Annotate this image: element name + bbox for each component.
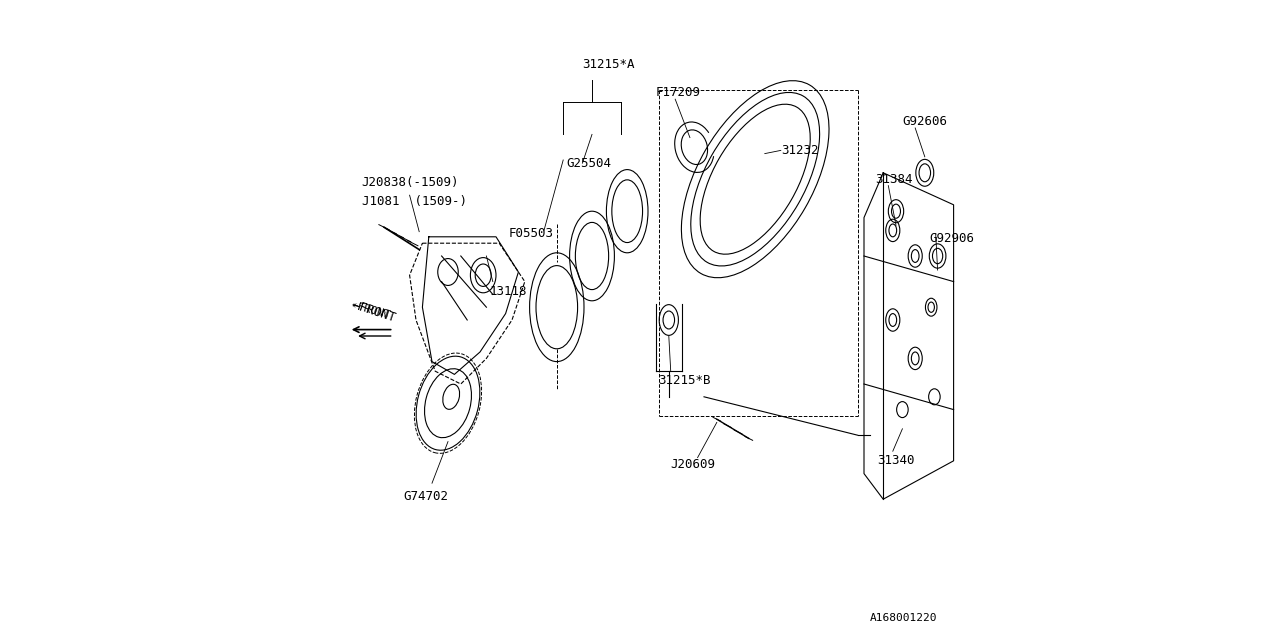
Text: J20838(-1509): J20838(-1509) [362, 176, 460, 189]
Text: A168001220: A168001220 [870, 612, 937, 623]
Text: 31215*B: 31215*B [658, 374, 710, 387]
Text: G74702: G74702 [403, 490, 448, 502]
Text: F05503: F05503 [508, 227, 554, 240]
Text: J20609: J20609 [671, 458, 716, 470]
Text: G25504: G25504 [566, 157, 612, 170]
Text: ←FRONT: ←FRONT [351, 299, 398, 325]
Text: G92606: G92606 [902, 115, 947, 128]
Text: 31232: 31232 [781, 144, 818, 157]
Text: ←FRONT: ←FRONT [351, 300, 392, 320]
Text: 31340: 31340 [877, 454, 914, 467]
Text: 31384: 31384 [876, 173, 913, 186]
Text: 13118: 13118 [490, 285, 527, 298]
Text: 31215*A: 31215*A [582, 58, 635, 70]
Text: F17209: F17209 [657, 86, 701, 99]
Text: J1081  (1509-): J1081 (1509-) [362, 195, 467, 208]
Text: G92906: G92906 [929, 232, 974, 244]
